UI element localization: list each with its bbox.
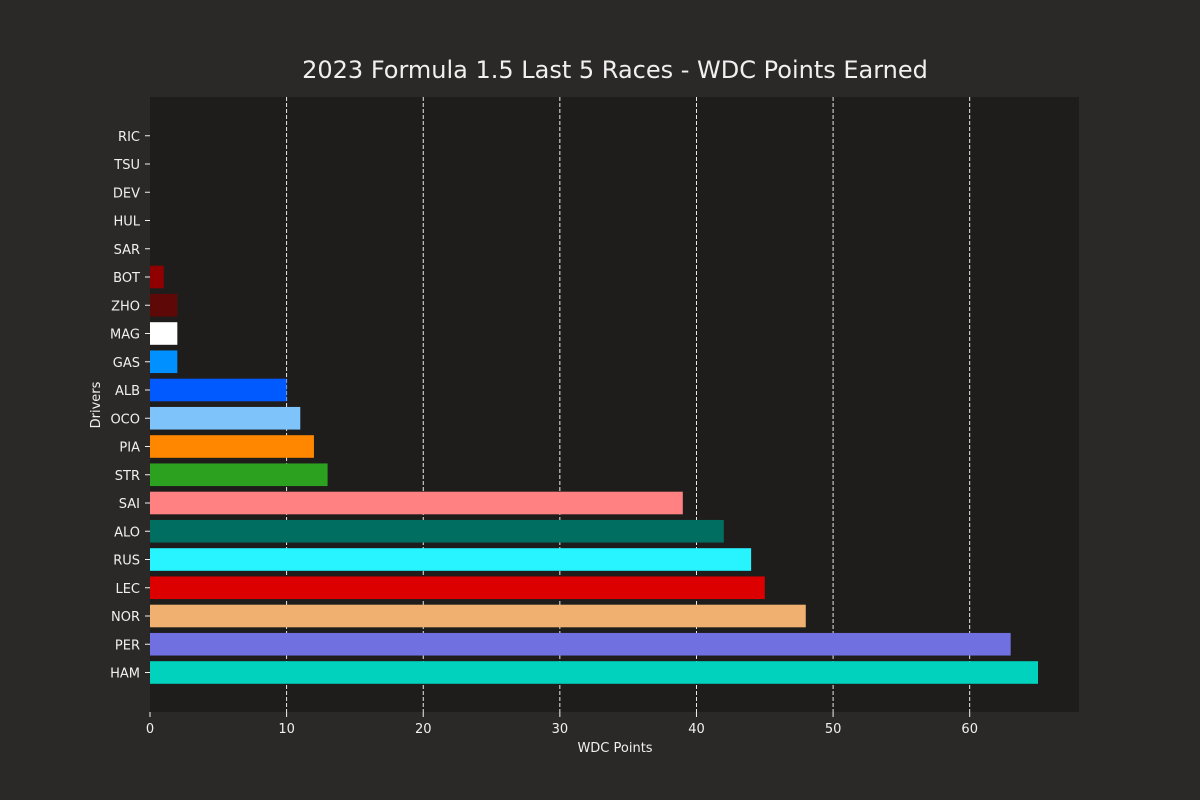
y-tick-label: ALB: [115, 384, 140, 399]
bar-gas: [150, 350, 178, 374]
y-tick-label: LEC: [115, 582, 140, 597]
bar-rus: [150, 548, 752, 571]
x-tick-label: 10: [278, 722, 295, 737]
bar-ham: [150, 661, 1039, 684]
y-tick-label: TSU: [113, 158, 140, 173]
x-axis-ticks: 0 10 20 30 40 50 60: [146, 712, 978, 737]
bar-lec: [150, 576, 765, 600]
y-tick-label: MAG: [110, 328, 140, 343]
y-tick-label: STR: [115, 469, 140, 484]
y-tick-label: GAS: [113, 356, 140, 371]
y-tick-label: ALO: [114, 525, 140, 540]
y-tick-label: DEV: [113, 186, 140, 201]
y-axis-label: Drivers: [89, 381, 104, 428]
bars: [150, 265, 1039, 684]
x-tick-label: 0: [146, 722, 154, 737]
y-tick-label: OCO: [110, 412, 140, 427]
bar-alo: [150, 519, 724, 543]
x-tick-label: 20: [415, 722, 432, 737]
y-tick-label: RUS: [113, 554, 140, 569]
bar-zho: [150, 293, 178, 317]
y-axis-ticks: HAM PER NOR LEC RUS ALO SAI STR PIA OCO ALB GAS MAG Z…: [110, 130, 150, 682]
y-tick-label: SAR: [114, 243, 140, 258]
bar-nor: [150, 604, 806, 628]
y-tick-label: RIC: [118, 130, 140, 145]
chart-title: 2023 Formula 1.5 Last 5 Races - WDC Poin…: [302, 56, 928, 84]
x-tick-label: 30: [552, 722, 569, 737]
bar-per: [150, 632, 1011, 656]
bar-oco: [150, 406, 301, 430]
grid-lines: [286, 97, 971, 712]
bar-mag: [150, 322, 178, 345]
x-tick-label: 40: [688, 722, 705, 737]
y-tick-label: HUL: [113, 215, 140, 230]
bar-str: [150, 463, 328, 487]
y-tick-label: ZHO: [111, 299, 140, 314]
bar-alb: [150, 378, 287, 402]
x-axis-label: WDC Points: [577, 741, 652, 756]
x-tick-label: 60: [961, 722, 978, 737]
y-tick-label: BOT: [113, 271, 140, 286]
y-tick-label: PER: [115, 638, 140, 653]
y-tick-label: NOR: [111, 610, 140, 625]
x-tick-label: 50: [825, 722, 842, 737]
bar-pia: [150, 435, 314, 458]
y-tick-label: PIA: [119, 441, 140, 456]
y-tick-label: HAM: [110, 667, 140, 682]
y-tick-label: SAI: [119, 497, 140, 512]
bar-bot: [150, 265, 164, 289]
bar-sai: [150, 491, 683, 515]
